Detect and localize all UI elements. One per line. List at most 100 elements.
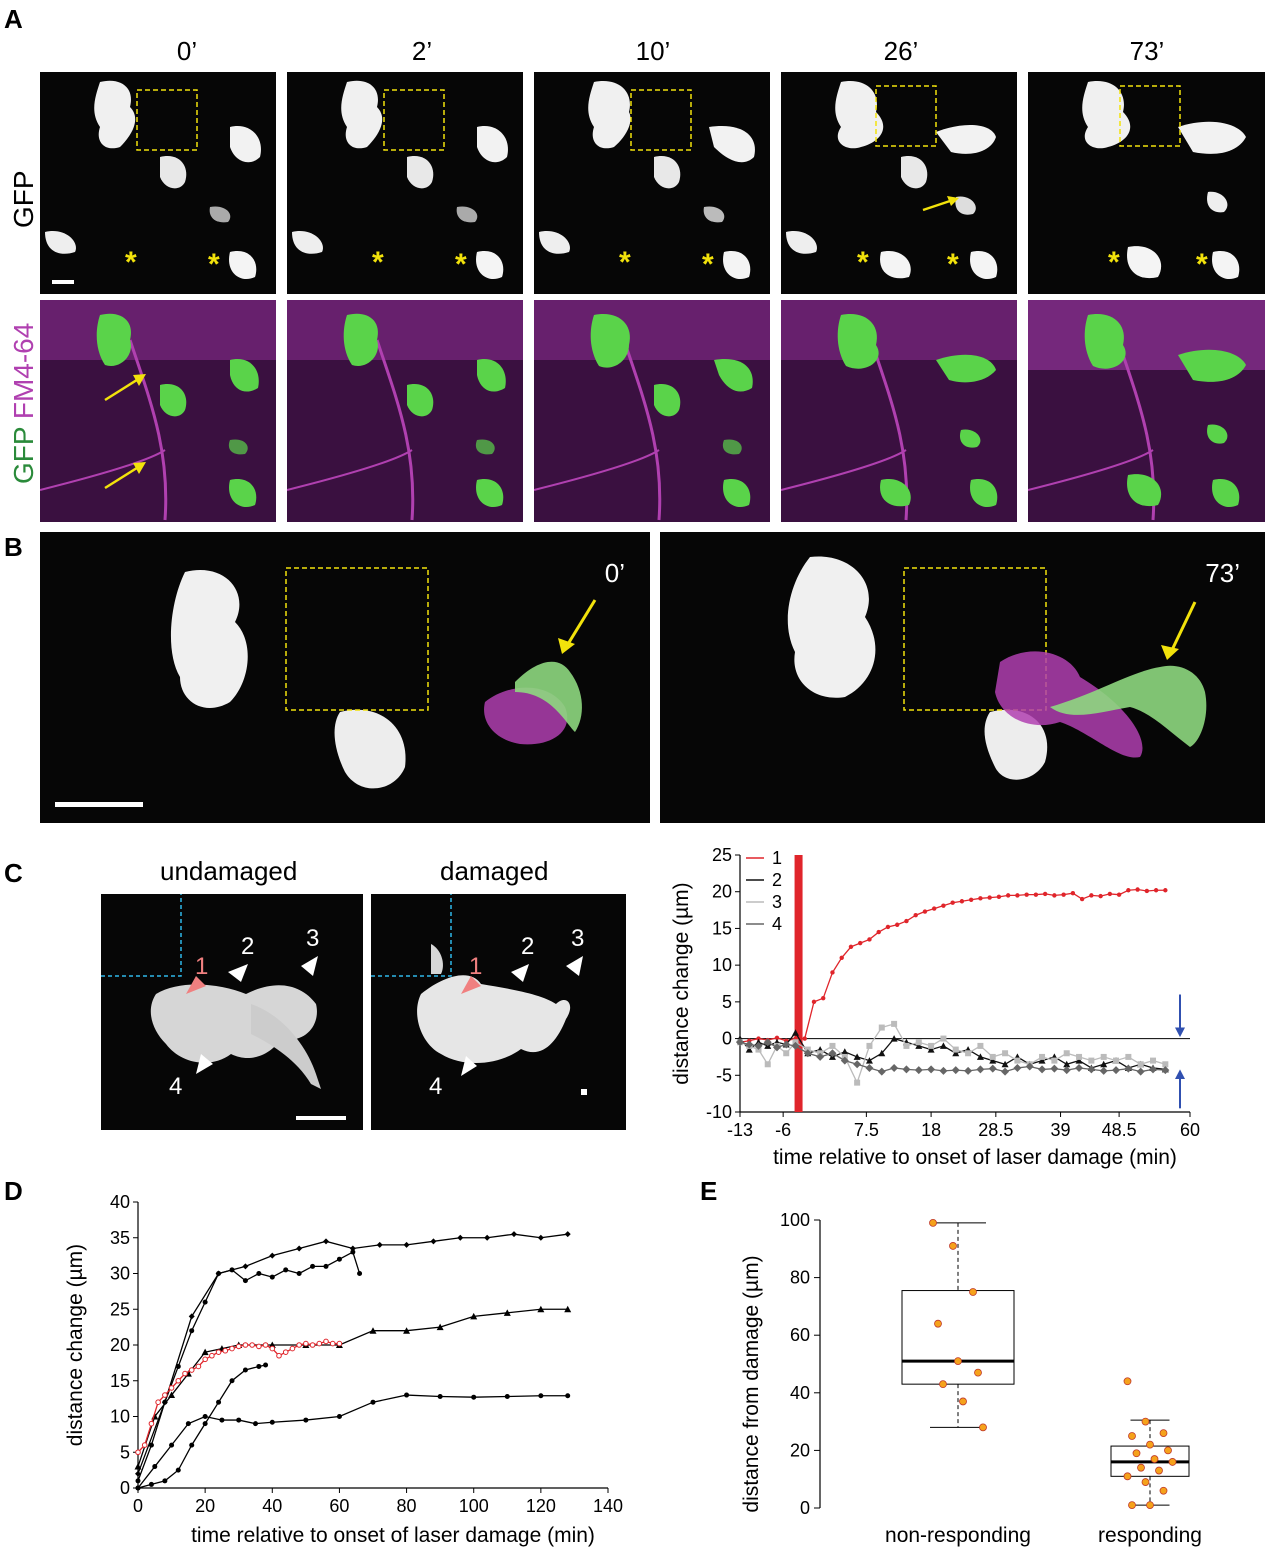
legend-label: 1 <box>772 848 782 868</box>
x-tick-label: 48.5 <box>1102 1120 1137 1140</box>
series-line-1 <box>739 888 1166 1043</box>
data-point <box>403 1241 410 1248</box>
arrowhead-label: 1 <box>195 953 208 980</box>
data-point <box>940 1035 947 1042</box>
chart-e: 0 20 40 60 80 100 distance from damage (µm) non… <box>700 1200 1265 1556</box>
y-tick-label: 20 <box>712 882 732 902</box>
data-point <box>1132 1449 1141 1458</box>
data-point <box>979 1423 987 1432</box>
micrograph-gfp-2: * * <box>287 72 523 294</box>
data-point <box>134 1463 142 1470</box>
data-point <box>135 1478 141 1484</box>
data-point <box>336 1414 342 1419</box>
data-point <box>1098 893 1103 899</box>
data-point <box>175 1363 181 1369</box>
x-axis-label: time relative to onset of laser damage (… <box>773 1146 1177 1169</box>
data-point <box>974 1368 982 1377</box>
data-point <box>1052 893 1057 898</box>
data-point <box>952 1049 960 1057</box>
data-point <box>927 1046 935 1053</box>
data-point <box>1099 1066 1108 1075</box>
data-point <box>1050 1064 1059 1073</box>
panel-letter-a: A <box>4 4 23 34</box>
x-tick-label: 140 <box>593 1496 623 1516</box>
y-axis-label: distance change (µm) <box>64 1244 87 1446</box>
data-point <box>152 1464 158 1470</box>
data-point <box>504 1393 510 1399</box>
data-point <box>236 1417 242 1423</box>
data-point <box>885 924 891 930</box>
y-tick-label: 10 <box>712 955 732 975</box>
x-tick-label: 28.5 <box>978 1120 1013 1140</box>
data-point <box>276 1352 282 1359</box>
data-point <box>803 1049 812 1058</box>
data-point <box>457 1234 464 1241</box>
data-point <box>878 1024 885 1031</box>
data-point <box>269 1274 275 1280</box>
series-line <box>137 1340 340 1453</box>
data-point <box>802 1036 807 1041</box>
data-point <box>1135 887 1140 892</box>
data-point <box>865 1057 873 1064</box>
series-line <box>137 1308 568 1467</box>
svg-text:3: 3 <box>306 925 319 952</box>
data-point <box>1113 1057 1120 1064</box>
data-point <box>951 1066 960 1075</box>
x-tick-label: 60 <box>1180 1120 1200 1140</box>
chart-c: -10 -5 0 5 10 15 20 25 -13 -6 7.5 18 28.5 39 48.5 60 tim… <box>660 840 1265 1180</box>
data-point <box>188 1367 195 1373</box>
data-point <box>188 1313 195 1320</box>
data-point <box>1005 893 1011 898</box>
asterisk-marker: * <box>208 248 220 281</box>
data-point <box>1062 1066 1071 1075</box>
y-tick-label: 10 <box>110 1407 130 1427</box>
svg-text:2: 2 <box>241 933 254 960</box>
data-point <box>848 944 854 949</box>
x-tick-label: 39 <box>1051 1120 1071 1140</box>
data-point <box>811 999 817 1005</box>
data-point <box>135 1485 141 1491</box>
data-point <box>1123 1377 1132 1386</box>
data-point <box>309 1342 316 1348</box>
data-point <box>310 1263 316 1269</box>
micrograph-gfp-10: * * <box>534 72 770 294</box>
y-tick-label: 0 <box>722 1029 732 1049</box>
x-tick-label: -6 <box>775 1120 791 1140</box>
data-point <box>1163 888 1168 893</box>
data-point <box>222 1347 229 1354</box>
data-point <box>1025 1062 1034 1071</box>
data-point <box>989 1057 997 1064</box>
data-point <box>840 1056 849 1065</box>
data-point <box>929 1218 937 1227</box>
data-point <box>1088 1057 1095 1064</box>
data-point <box>1123 1472 1132 1481</box>
data-point <box>235 1343 242 1350</box>
data-point <box>745 1046 753 1053</box>
x-tick-label: 18 <box>921 1120 941 1140</box>
data-point <box>927 1065 936 1074</box>
box <box>901 1290 1015 1385</box>
row-label-gfp: GFP <box>8 170 39 228</box>
timepoint-label: 73’ <box>1129 36 1165 66</box>
data-point <box>1159 1486 1168 1495</box>
asterisk-marker: * <box>125 246 137 279</box>
data-point <box>303 1417 309 1423</box>
data-point <box>968 897 974 902</box>
data-point <box>503 1309 511 1316</box>
y-tick-label: 20 <box>110 1335 130 1355</box>
data-point <box>1042 891 1048 897</box>
data-point <box>216 1271 222 1276</box>
data-point <box>296 1271 302 1276</box>
data-point <box>229 1345 235 1352</box>
data-point <box>1146 1440 1154 1449</box>
data-point <box>867 937 872 942</box>
data-point <box>437 1393 443 1399</box>
data-point <box>866 1042 873 1049</box>
data-point <box>783 1050 790 1057</box>
micrograph-gfp-0: * * <box>40 72 276 294</box>
data-point <box>934 1319 942 1328</box>
data-point <box>323 1263 329 1269</box>
data-point <box>350 1249 356 1255</box>
y-tick-label: 100 <box>780 1210 810 1230</box>
data-point <box>269 1419 275 1425</box>
